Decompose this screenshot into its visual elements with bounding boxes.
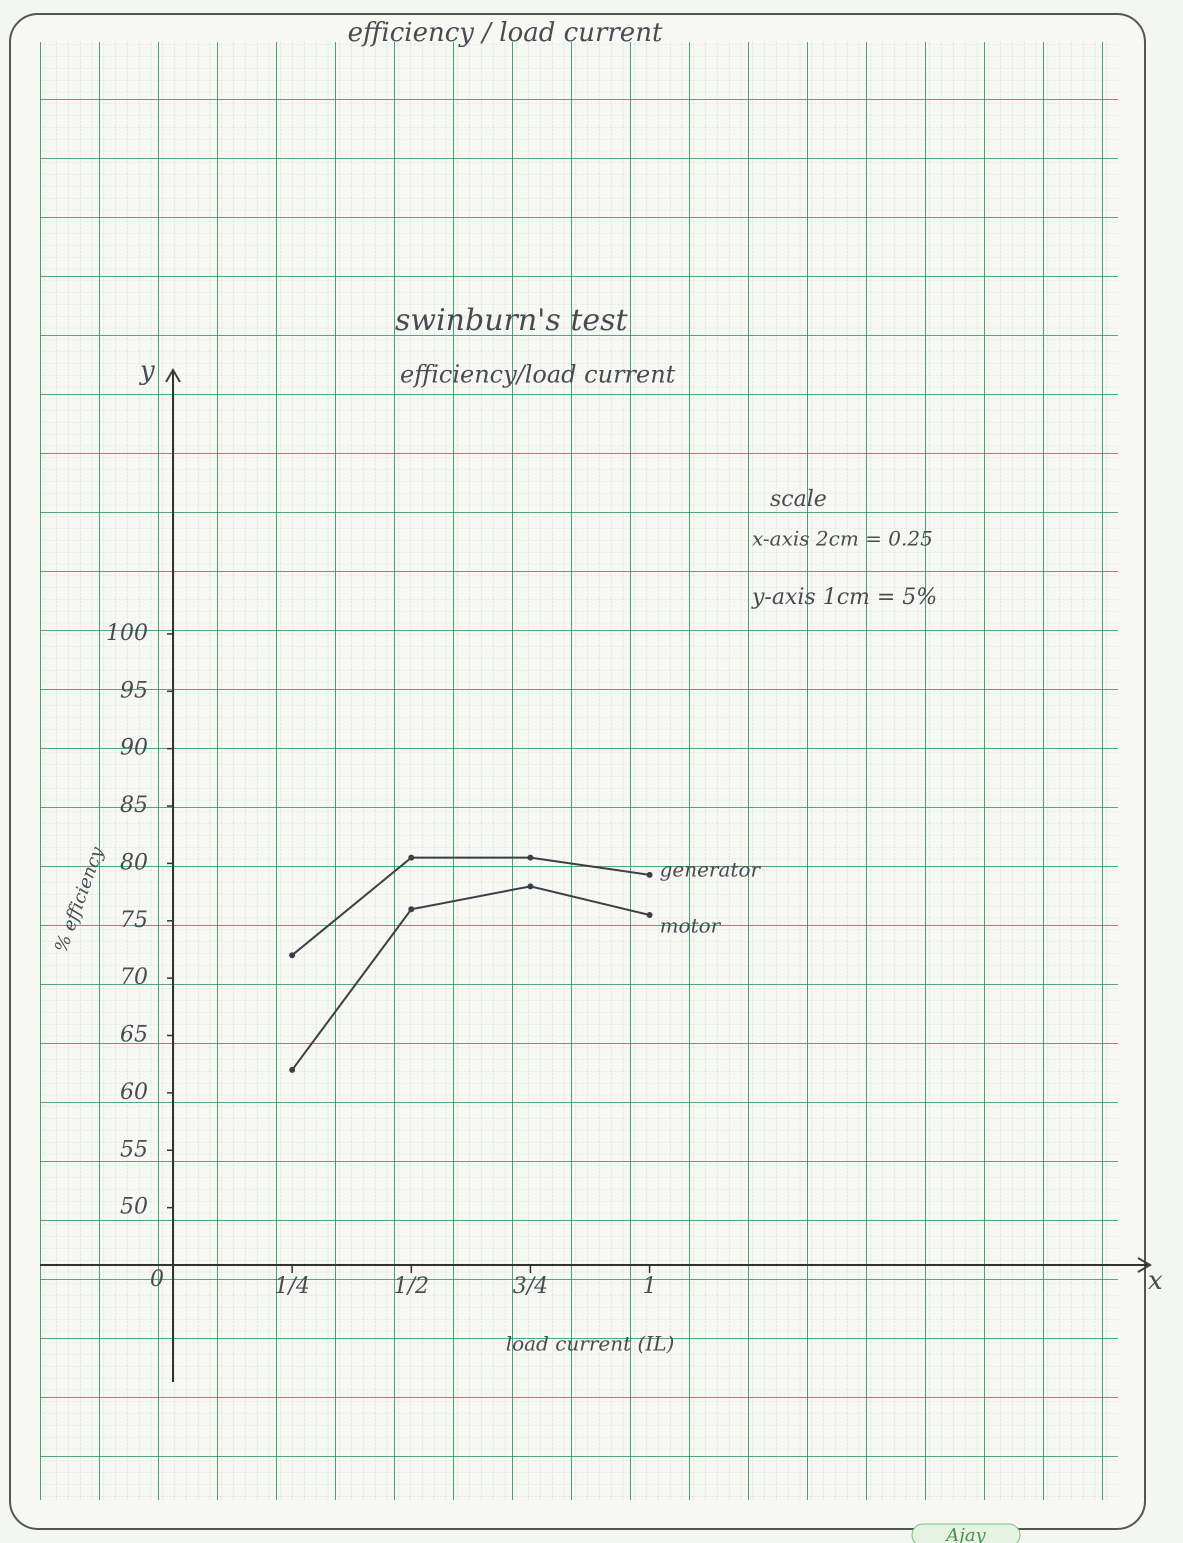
- x-axis-label: load current (IL): [506, 1332, 675, 1356]
- page-header: efficiency / load current: [348, 18, 663, 48]
- data-point: [647, 912, 653, 918]
- x-tick-label: 1: [643, 1274, 657, 1299]
- data-point: [408, 906, 414, 912]
- chart: efficiency / load current swinburn's tes…: [0, 0, 1183, 1543]
- series-label: generator: [660, 857, 762, 881]
- y-tick-label: 100: [106, 621, 148, 646]
- x-tick-label: 1/2: [394, 1274, 429, 1299]
- scale-note: x-axis 2cm = 0.25: [752, 527, 933, 551]
- y-tick-label: 70: [120, 965, 148, 990]
- x-tick-label: 1/4: [274, 1274, 309, 1299]
- y-tick-label: 75: [120, 908, 148, 933]
- series-label: motor: [660, 914, 722, 938]
- y-tick-label: 65: [120, 1023, 148, 1048]
- data-point: [289, 952, 295, 958]
- x-axis-letter: x: [1148, 1266, 1163, 1296]
- data-point: [408, 855, 414, 861]
- origin-label: 0: [150, 1267, 164, 1292]
- scale-heading: scale: [770, 487, 827, 512]
- y-tick-label: 50: [120, 1195, 148, 1220]
- chart-title: swinburn's test: [395, 303, 629, 338]
- y-tick-label: 80: [120, 850, 148, 875]
- x-tick-label: 3/4: [513, 1274, 548, 1299]
- y-tick-label: 60: [120, 1080, 148, 1105]
- data-point: [527, 855, 533, 861]
- scale-note: y-axis 1cm = 5%: [751, 585, 937, 610]
- data-point: [647, 872, 653, 878]
- y-tick-label: 55: [120, 1137, 148, 1162]
- data-point: [289, 1067, 295, 1073]
- y-tick-label: 85: [120, 793, 148, 818]
- chart-subtitle: efficiency/load current: [400, 361, 676, 389]
- y-tick-label: 90: [120, 736, 148, 761]
- graph-grid: [40, 42, 1118, 1500]
- y-axis-letter: y: [139, 356, 155, 386]
- data-point: [527, 883, 533, 889]
- stamp: Ajay: [944, 1525, 986, 1543]
- y-tick-label: 95: [120, 678, 148, 703]
